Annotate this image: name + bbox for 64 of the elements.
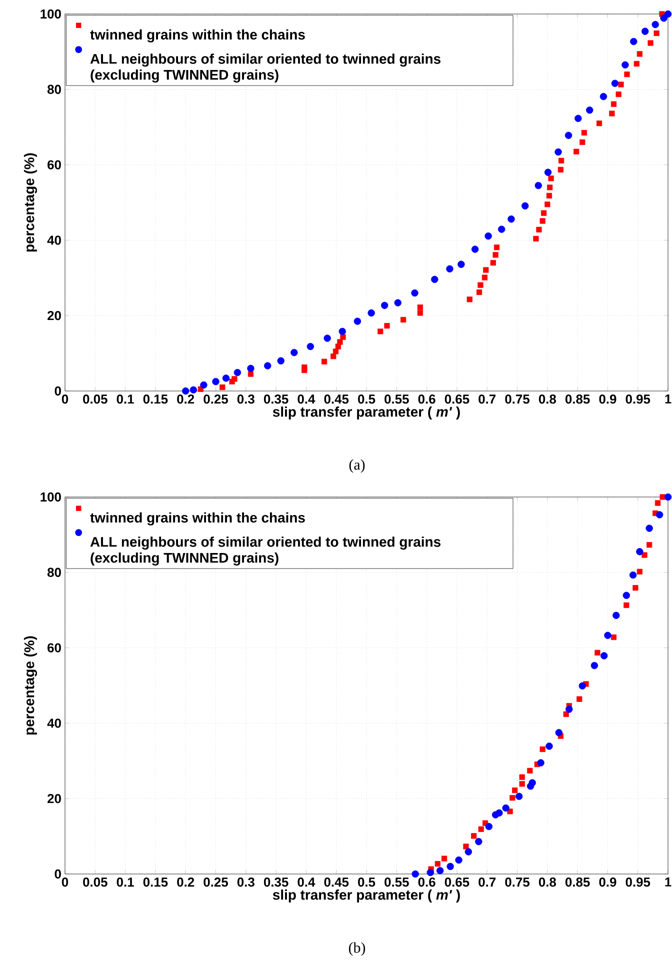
text: (a): [349, 459, 365, 473]
x-tick-label: 0.7: [478, 394, 496, 404]
x-tick-label: 0.4: [298, 394, 316, 404]
x-tick-label: 0.4: [298, 878, 316, 887]
x-tick-label: 0.35: [264, 394, 288, 404]
x-tick-label: 0.8: [538, 394, 556, 404]
x-tick-label: 0.85: [565, 878, 590, 887]
y-tick-label: 20: [48, 794, 61, 804]
y-tick-label: 80: [47, 568, 61, 577]
y-axis-title: percentage (%): [24, 153, 38, 252]
x-tick-label: 0.95: [626, 878, 650, 887]
text: (b): [348, 942, 366, 956]
legend-label: twinned grains within the chains: [90, 512, 305, 526]
x-tick-label: 0.1: [116, 878, 134, 887]
x-tick-label: 1: [665, 878, 672, 886]
x-tick-label: 0.7: [478, 878, 496, 887]
legend-label: twinned grains within the chains: [90, 29, 305, 42]
x-tick-label: 0: [62, 394, 68, 404]
x-tick-label: 0.55: [384, 394, 409, 404]
x-tick-label: 0.25: [204, 394, 228, 404]
y-tick-label: 60: [48, 643, 61, 652]
x-tick-label: 0.15: [143, 878, 168, 887]
x-tick-label: 0.75: [505, 394, 530, 404]
y-tick-label: 0: [54, 869, 61, 879]
x-tick-label: 0.3: [237, 394, 254, 404]
x-tick-label: 0.65: [444, 878, 470, 887]
y-tick-label: 80: [47, 84, 61, 94]
x-tick-label: 0.55: [384, 878, 409, 887]
x-tick-label: 0.6: [418, 394, 436, 404]
y-tick-label: 100: [40, 9, 61, 19]
legend-label: ALL neighbours of similar oriented to twinned grains (excluding TWINNED grains): [90, 54, 440, 83]
x-axis-title: slip transfer parameter ( m' ): [272, 406, 460, 420]
x-tick-label: 1: [665, 394, 672, 404]
x-tick-label: 0.75: [505, 878, 530, 887]
x-axis-title: slip transfer parameter ( m' ): [272, 890, 460, 903]
y-tick-label: 100: [40, 492, 61, 502]
y-tick-label: 40: [47, 236, 61, 245]
x-tick-label: 0.25: [204, 878, 228, 887]
x-tick-label: 0.9: [599, 878, 616, 887]
x-tick-label: 0.05: [83, 394, 108, 404]
x-tick-label: 0.45: [324, 394, 349, 404]
y-tick-label: 60: [48, 160, 61, 170]
x-tick-label: 0.2: [177, 394, 194, 404]
legend-label: ALL neighbours of similar oriented to twinned grains (excluding TWINNED grains): [90, 536, 440, 566]
y-tick-label: 20: [48, 311, 61, 320]
x-tick-label: 0.3: [237, 878, 254, 887]
x-tick-label: 0.65: [444, 394, 470, 404]
y-tick-label: 40: [47, 718, 61, 728]
x-tick-label: 0.95: [626, 394, 650, 404]
y-tick-label: 0: [54, 386, 61, 396]
x-tick-label: 0.5: [358, 394, 376, 404]
x-tick-label: 0.9: [599, 394, 616, 404]
y-axis-title: percentage (%): [24, 636, 38, 735]
x-tick-label: 0: [62, 878, 68, 887]
x-tick-label: 0.05: [83, 878, 108, 887]
x-tick-label: 0.85: [565, 394, 590, 404]
x-tick-label: 0.8: [538, 878, 556, 887]
x-tick-label: 0.1: [116, 394, 134, 404]
x-tick-label: 0.6: [418, 878, 436, 887]
x-tick-label: 0.35: [264, 878, 288, 887]
x-tick-label: 0.45: [324, 878, 349, 887]
x-tick-label: 0.15: [143, 394, 168, 404]
x-tick-label: 0.2: [177, 878, 194, 887]
x-tick-label: 0.5: [358, 878, 376, 887]
